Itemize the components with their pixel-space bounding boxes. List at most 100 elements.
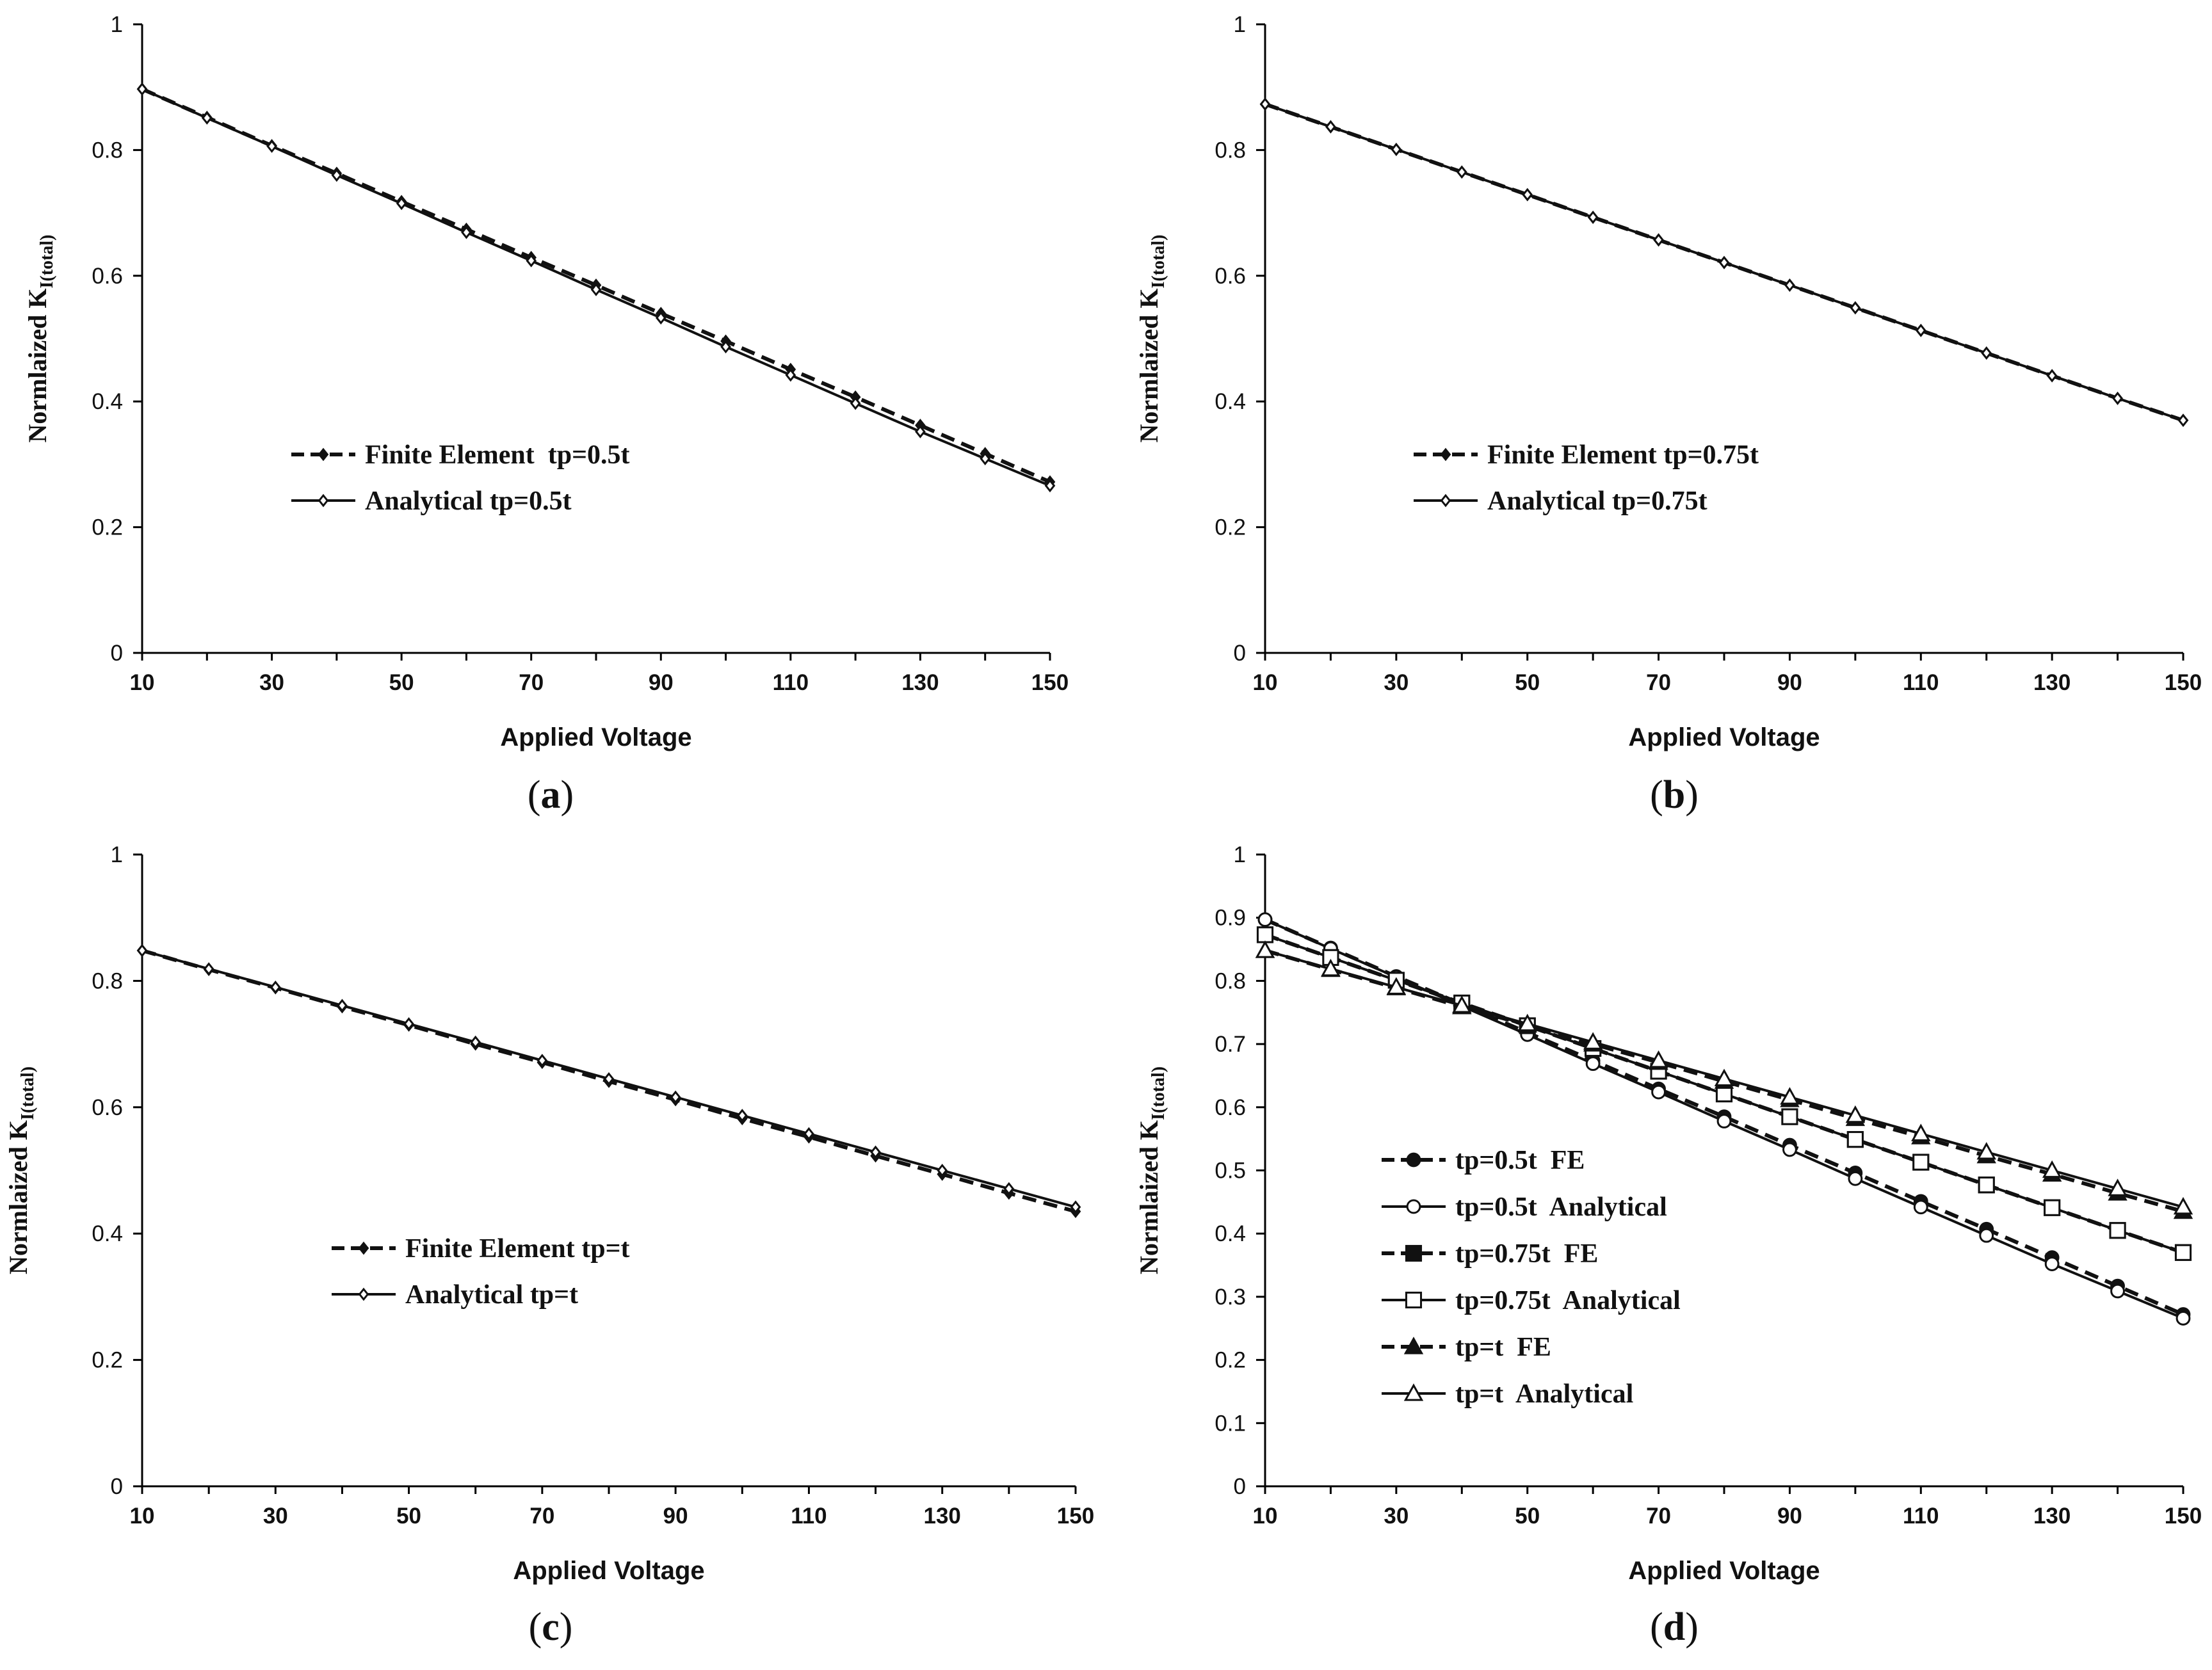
- data-point: [1522, 188, 1533, 202]
- x-tick-label: 150: [2165, 1504, 2202, 1529]
- legend-label: tp=0.75t Analytical: [1455, 1286, 1681, 1315]
- data-point: [937, 1164, 948, 1177]
- data-point: [803, 1127, 814, 1141]
- x-tick-label: 70: [1646, 1504, 1671, 1529]
- legend-label: Analytical tp=0.75t: [1487, 486, 1707, 516]
- panel-label: (b): [1650, 773, 1699, 817]
- data-point: [136, 82, 148, 96]
- data-point: [850, 396, 861, 410]
- data-point: [1714, 1068, 1734, 1087]
- data-point: [1044, 479, 1056, 493]
- y-tick-label: 0.3: [1215, 1285, 1246, 1310]
- x-tick-label: 90: [649, 670, 674, 695]
- x-axis-label: Applied Voltage: [1628, 723, 1820, 751]
- y-tick-label: 0.7: [1215, 1032, 1246, 1057]
- data-point: [1649, 1050, 1668, 1068]
- x-tick-label: 10: [1253, 1504, 1278, 1529]
- y-tick-label: 0: [1234, 1474, 1246, 1499]
- y-axis-label-sub: I(total): [18, 1066, 38, 1120]
- legend-marker: [318, 447, 329, 462]
- data-point: [1782, 1142, 1797, 1157]
- data-point: [1981, 346, 1992, 360]
- legend-marker: [1406, 1152, 1421, 1168]
- x-tick-label: 30: [259, 670, 284, 695]
- data-point: [1978, 1176, 1995, 1194]
- x-tick-label: 50: [1515, 1504, 1540, 1529]
- y-axis-label: Normlaized KI(total): [1134, 1066, 1168, 1274]
- x-tick-label: 70: [519, 670, 544, 695]
- x-tick-label: 150: [1031, 670, 1069, 695]
- x-tick-label: 50: [1515, 670, 1540, 695]
- y-tick-label: 0.4: [92, 389, 123, 414]
- data-point: [270, 980, 281, 994]
- panel-letter: a: [541, 773, 561, 817]
- y-tick-label: 1: [1234, 842, 1246, 867]
- data-point: [201, 111, 213, 125]
- legend-marker: [1403, 1383, 1424, 1401]
- y-axis-label: Normlaized KI(total): [4, 1066, 38, 1274]
- legend-marker: [1403, 1337, 1424, 1354]
- data-point: [1259, 97, 1271, 111]
- y-tick-label: 0: [1234, 641, 1246, 666]
- y-tick-label: 0.8: [92, 968, 123, 993]
- data-point: [1452, 995, 1472, 1013]
- data-point: [870, 1145, 881, 1159]
- x-tick-label: 30: [263, 1504, 288, 1529]
- y-axis-label: Normlaized KI(total): [1134, 234, 1168, 442]
- data-point: [1845, 1105, 1866, 1123]
- data-point: [2042, 1160, 2062, 1178]
- data-point: [1784, 278, 1795, 292]
- y-axis-label: Normlaized KI(total): [23, 234, 57, 442]
- data-point: [670, 1090, 681, 1104]
- panel-label: (d): [1650, 1605, 1699, 1649]
- data-point: [537, 1054, 548, 1068]
- panel-label: (c): [529, 1605, 573, 1649]
- legend-marker: [1440, 447, 1451, 462]
- data-point: [2044, 1257, 2060, 1271]
- x-tick-label: 150: [2165, 670, 2202, 695]
- data-point: [1585, 1056, 1601, 1072]
- legend-label: Finite Element tp=t: [405, 1234, 630, 1264]
- legend-label: tp=0.75t FE: [1455, 1239, 1598, 1269]
- x-tick-label: 110: [1903, 670, 1939, 695]
- y-axis-label-main: Normlaized K: [1134, 1120, 1163, 1274]
- data-point: [655, 311, 666, 325]
- y-axis-label-main: Normlaized K: [1134, 288, 1163, 442]
- x-tick-label: 50: [389, 670, 414, 695]
- x-axis-label: Applied Voltage: [500, 723, 691, 751]
- x-tick-label: 110: [791, 1504, 827, 1529]
- data-point: [2177, 413, 2189, 428]
- data-point: [1716, 1114, 1732, 1128]
- x-tick-label: 110: [773, 670, 809, 695]
- legend-marker: [1440, 494, 1451, 508]
- panel-letter: c: [542, 1605, 560, 1649]
- data-point: [2112, 391, 2123, 405]
- data-point: [603, 1072, 615, 1086]
- data-point: [1257, 912, 1273, 927]
- data-point: [720, 340, 731, 354]
- legend-label: tp=t Analytical: [1455, 1379, 1633, 1409]
- y-tick-label: 0.4: [92, 1221, 123, 1246]
- data-point: [1976, 1142, 1996, 1160]
- legend-label: Finite Element tp=0.75t: [1487, 440, 1759, 470]
- x-tick-label: 130: [2033, 1504, 2071, 1529]
- y-tick-label: 0: [111, 641, 123, 666]
- data-point: [1651, 1084, 1666, 1100]
- data-point: [266, 140, 277, 153]
- data-point: [396, 197, 407, 211]
- y-tick-label: 0.5: [1215, 1159, 1246, 1184]
- y-tick-label: 0: [111, 1474, 123, 1499]
- y-tick-label: 0.4: [1215, 389, 1246, 414]
- data-point: [590, 283, 602, 296]
- data-point: [1325, 120, 1336, 134]
- y-tick-label: 1: [111, 842, 123, 867]
- y-tick-label: 0.6: [1215, 264, 1246, 289]
- panel-label: (a): [528, 773, 574, 817]
- data-point: [1911, 1123, 1931, 1141]
- data-point: [1386, 977, 1407, 995]
- x-tick-label: 90: [1777, 1504, 1802, 1529]
- legend: Finite Element tp=0.75t Analytical tp=0.7…: [1414, 440, 1759, 516]
- data-point: [1715, 1086, 1733, 1103]
- x-tick-label: 110: [1903, 1504, 1939, 1529]
